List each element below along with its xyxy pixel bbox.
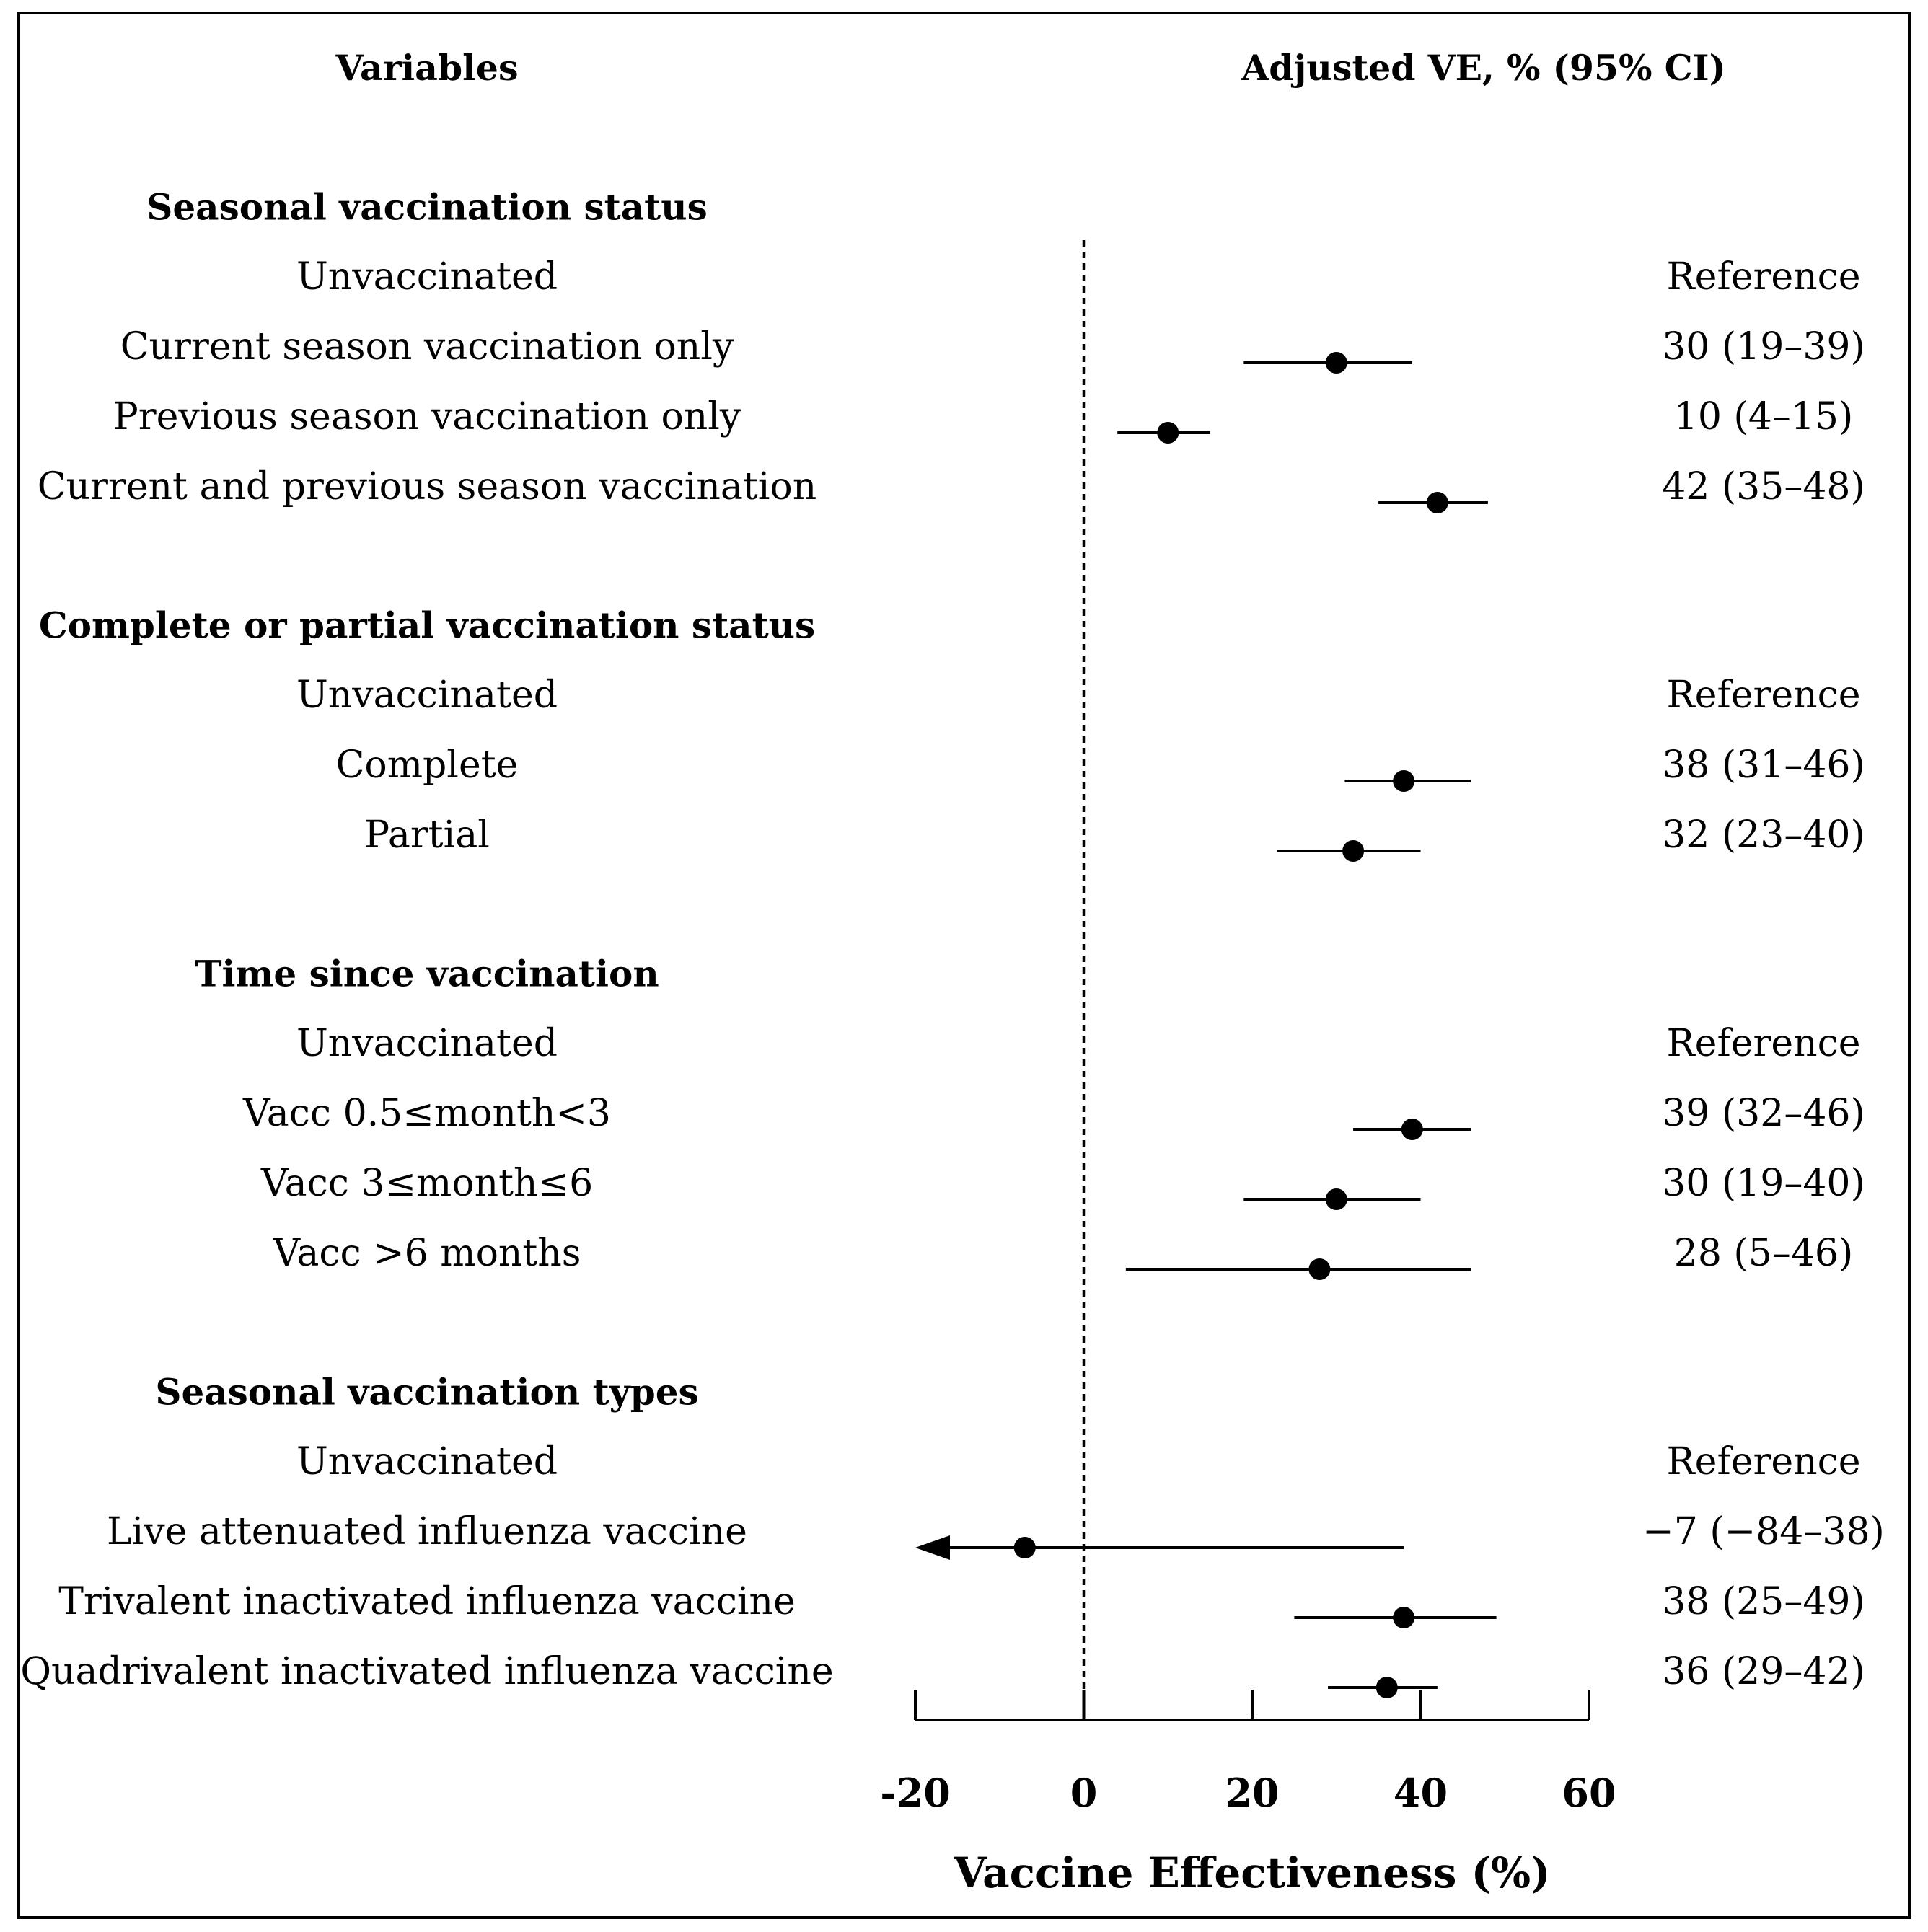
point-estimate xyxy=(1308,1258,1331,1280)
row-ve-value: 39 (32–46) xyxy=(1662,1092,1865,1135)
row-ve-value: 10 (4–15) xyxy=(1673,395,1854,438)
group-title: Time since vaccination xyxy=(195,952,659,995)
row-ve-value: 38 (25–49) xyxy=(1662,1580,1865,1623)
row-ve-value: Reference xyxy=(1666,255,1861,299)
row-ve-value: 36 (29–42) xyxy=(1662,1650,1865,1693)
row-label: Trivalent inactivated influenza vaccine xyxy=(58,1580,796,1623)
row-ve-value: −7 (−84–38) xyxy=(1642,1510,1885,1553)
row-label: Current season vaccination only xyxy=(120,325,734,369)
x-tick-label: 20 xyxy=(1225,1770,1279,1816)
x-tick-label: 40 xyxy=(1394,1770,1448,1816)
row-ve-value: 28 (5–46) xyxy=(1673,1232,1854,1275)
group-title: Seasonal vaccination status xyxy=(146,185,708,229)
row-label: Vacc >6 months xyxy=(273,1232,581,1275)
x-tick-label: 60 xyxy=(1562,1770,1616,1816)
group-title: Seasonal vaccination types xyxy=(155,1370,699,1413)
x-tick-label: -20 xyxy=(880,1770,951,1816)
point-estimate xyxy=(1013,1537,1036,1558)
row-ve-value: Reference xyxy=(1666,674,1861,717)
group-title: Complete or partial vaccination status xyxy=(38,604,816,647)
x-axis-title: Vaccine Effectiveness (%) xyxy=(953,1848,1550,1897)
row-ve-value: Reference xyxy=(1666,1022,1861,1065)
point-estimate xyxy=(1426,492,1448,513)
point-estimate xyxy=(1342,840,1365,862)
row-label: Live attenuated influenza vaccine xyxy=(107,1510,747,1553)
point-estimate xyxy=(1325,352,1347,374)
row-ve-value: Reference xyxy=(1666,1440,1861,1483)
point-estimate xyxy=(1401,1119,1423,1140)
row-label: Vacc 3≤month≤6 xyxy=(260,1162,594,1205)
row-label: Unvaccinated xyxy=(296,255,558,299)
point-estimate xyxy=(1393,1607,1415,1628)
row-label: Previous season vaccination only xyxy=(113,395,741,438)
point-estimate xyxy=(1393,770,1415,792)
x-tick-label: 0 xyxy=(1070,1770,1098,1816)
row-label: Complete xyxy=(335,744,519,787)
header-variables: Variables xyxy=(335,47,519,89)
row-ve-value: 38 (31–46) xyxy=(1662,744,1865,787)
row-label: Quadrivalent inactivated influenza vacci… xyxy=(20,1650,834,1693)
row-label: Unvaccinated xyxy=(296,1440,558,1483)
figure-frame xyxy=(17,12,1911,1919)
point-estimate xyxy=(1375,1677,1398,1698)
point-estimate xyxy=(1157,422,1179,444)
row-ve-value: 42 (35–48) xyxy=(1662,465,1865,508)
header-adjusted-ve: Adjusted VE, % (95% CI) xyxy=(1241,47,1726,89)
row-label: Unvaccinated xyxy=(296,674,558,717)
row-ve-value: 32 (23–40) xyxy=(1662,813,1865,857)
row-ve-value: 30 (19–39) xyxy=(1662,325,1865,369)
ci-arrow xyxy=(915,1535,950,1560)
row-label: Current and previous season vaccination xyxy=(37,465,817,508)
point-estimate xyxy=(1325,1188,1347,1210)
row-label: Unvaccinated xyxy=(296,1022,558,1065)
row-label: Vacc 0.5≤month<3 xyxy=(243,1092,611,1135)
row-ve-value: 30 (19–40) xyxy=(1662,1162,1865,1205)
row-label: Partial xyxy=(364,813,490,857)
